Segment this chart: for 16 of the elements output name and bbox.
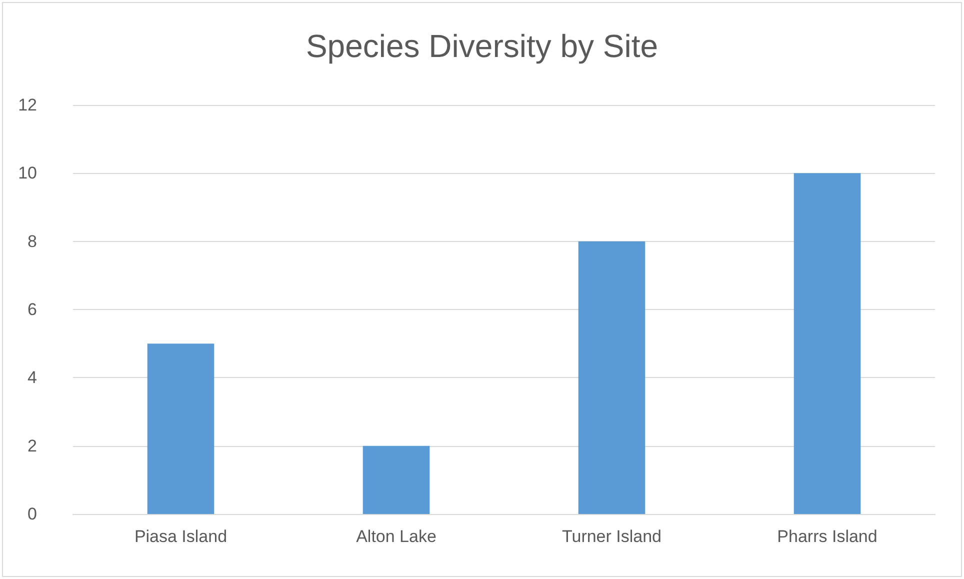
y-tick-label: 4 — [28, 368, 37, 388]
y-tick-label: 10 — [18, 164, 37, 183]
x-tick-label: Turner Island — [562, 527, 662, 546]
bar — [362, 446, 430, 514]
y-tick-label: 0 — [28, 504, 37, 524]
x-tick-label: Pharrs Island — [777, 527, 878, 546]
y-tick-label: 2 — [28, 436, 37, 456]
bar — [147, 344, 214, 514]
y-tick-label: 12 — [18, 96, 37, 114]
x-tick-label: Alton Lake — [356, 527, 436, 546]
bar — [578, 241, 646, 514]
x-tick-label: Piasa Island — [134, 527, 228, 546]
y-tick-label: 6 — [28, 300, 37, 319]
bar — [794, 173, 861, 514]
chart-title: Species Diversity by Site — [306, 28, 658, 64]
y-tick-label: 8 — [28, 232, 37, 251]
